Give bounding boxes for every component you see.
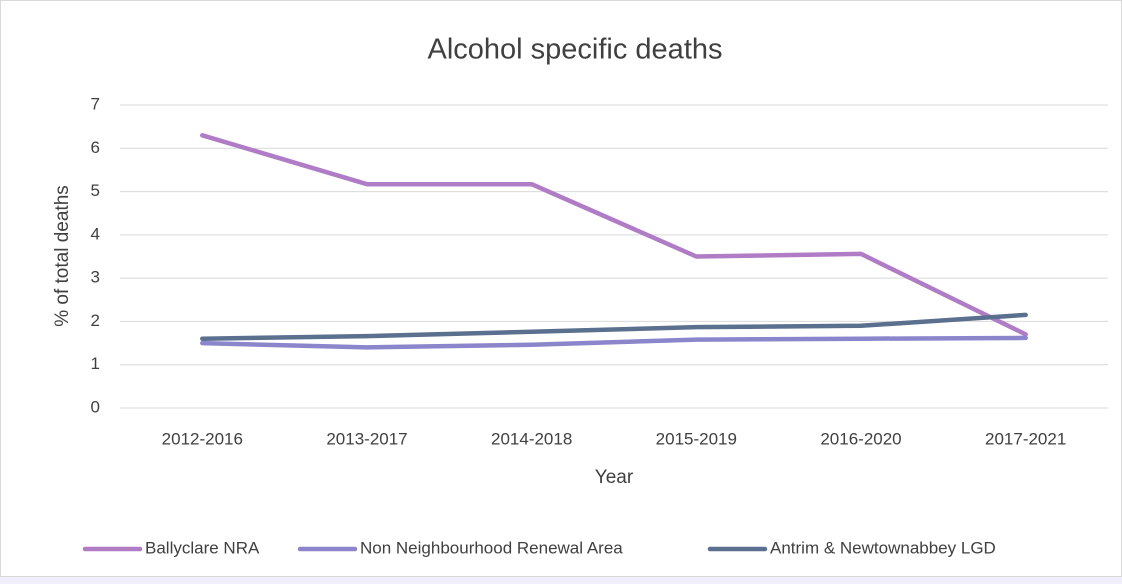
- y-tick-label: 0: [91, 397, 100, 416]
- y-tick-label: 1: [91, 354, 100, 373]
- y-tick-label: 3: [91, 268, 100, 287]
- y-axis-label: % of total deaths: [52, 185, 73, 327]
- y-tick-label: 6: [91, 138, 100, 157]
- legend-label: Antrim & Newtownabbey LGD: [770, 538, 996, 557]
- legend-label: Non Neighbourhood Renewal Area: [360, 538, 623, 557]
- x-tick-label: 2016-2020: [820, 429, 901, 448]
- x-tick-label: 2013-2017: [326, 429, 407, 448]
- y-tick-label: 7: [91, 94, 100, 113]
- series-line: [200, 312, 1028, 341]
- bottom-strip: [0, 577, 1122, 584]
- x-tick-label: 2012-2016: [162, 429, 243, 448]
- y-tick-label: 2: [91, 311, 100, 330]
- y-tick-label: 5: [91, 181, 100, 200]
- x-tick-label: 2015-2019: [656, 429, 737, 448]
- x-axis-label: Year: [595, 467, 634, 488]
- series-line: [200, 133, 1028, 337]
- x-tick-label: 2014-2018: [491, 429, 572, 448]
- y-tick-label: 4: [91, 224, 100, 243]
- series-line: [200, 335, 1028, 350]
- legend-label: Ballyclare NRA: [145, 538, 260, 557]
- chart-title: Alcohol specific deaths: [428, 34, 723, 66]
- x-tick-label: 2017-2021: [985, 429, 1066, 448]
